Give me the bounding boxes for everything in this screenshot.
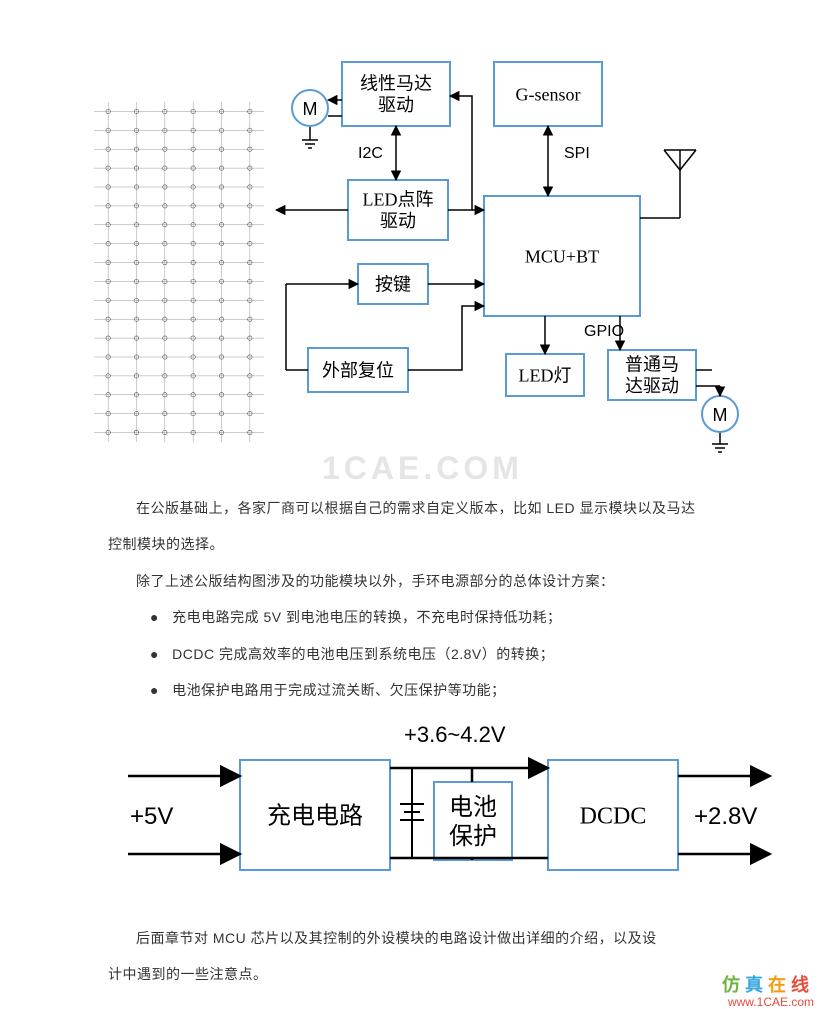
dcdc-label: DCDC [580, 803, 647, 829]
paragraph-2: 后面章节对 MCU 芯片以及其控制的外设模块的电路设计做出详细的介绍，以及设 计… [108, 920, 748, 993]
led-matrix-region [94, 102, 264, 442]
mcu_bt-label: MCU+BT [525, 246, 599, 266]
linear_motor_drive-label: 线性马达 [360, 74, 432, 94]
antenna-icon [640, 150, 696, 218]
logo-url: www.1CAE.com [722, 996, 814, 1009]
ext_reset-label: 外部复位 [322, 360, 394, 380]
i2c-label: I2C [358, 145, 383, 162]
motor-bottom-label: M [713, 405, 728, 425]
spi-label: SPI [564, 145, 590, 162]
battery-label: 电池 [449, 794, 497, 821]
v-in-label: +5V [130, 803, 173, 830]
led_matrix_drive-label: 驱动 [380, 211, 416, 231]
button-label: 按键 [375, 274, 411, 294]
linear_motor_drive-label: 驱动 [378, 95, 414, 115]
battery-label: 保护 [449, 823, 497, 850]
site-logo: 仿真在线 www.1CAE.com [722, 976, 814, 1009]
gpio-label: GPIO [584, 323, 624, 340]
v-out-label: +2.8V [694, 803, 757, 830]
normal_motor_drive-label: 普通马 [625, 355, 679, 375]
normal_motor_drive-label: 达驱动 [625, 376, 679, 396]
g_sensor-label: G-sensor [516, 84, 581, 104]
logo-cn: 仿真在线 [722, 976, 814, 996]
led_light-label: LED灯 [519, 365, 572, 385]
v-mid-label: +3.6~4.2V [404, 722, 506, 747]
paragraph-1: 在公版基础上，各家厂商可以根据自己的需求自定义版本，比如 LED 显示模块以及马… [108, 490, 748, 708]
led_matrix_drive-label: LED点阵 [363, 190, 434, 210]
charge-label: 充电电路 [267, 802, 363, 829]
linear_motor_drive-box [342, 62, 450, 126]
battery-symbol-icon [400, 768, 424, 858]
motor-top-label: M [303, 99, 318, 119]
